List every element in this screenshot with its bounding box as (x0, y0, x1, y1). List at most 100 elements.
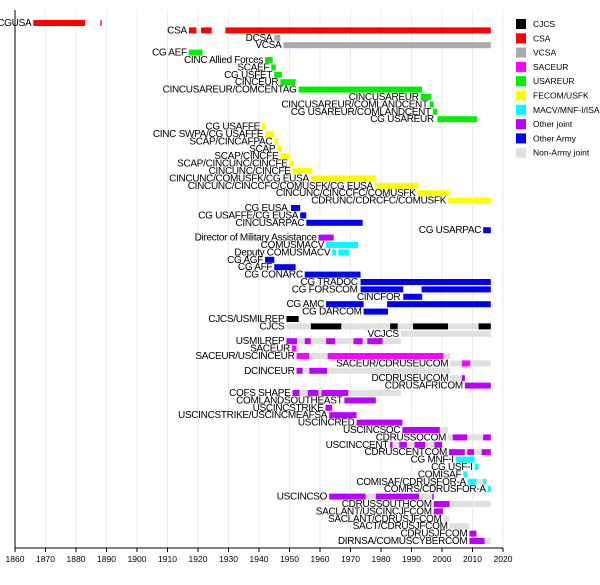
timeline-bar (449, 523, 470, 530)
timeline-bar (292, 168, 312, 174)
row-label: CSA (167, 25, 187, 36)
row-label: CG USAFFE/CG EUSA (198, 210, 299, 221)
row-label: SCAP/CINCFE (214, 151, 279, 162)
row-label: USCINCRED (298, 418, 355, 429)
timeline-bar (403, 293, 423, 300)
timeline-bar (356, 419, 403, 426)
legend-label: MACV/MNF-I/ISAF (533, 105, 600, 115)
timeline-bar (433, 508, 443, 515)
timeline-bar (321, 390, 349, 396)
x-tick-label: 1880 (67, 554, 86, 564)
timeline-bar (265, 131, 275, 137)
row-label: CGUSA (0, 18, 32, 29)
x-axis-ticks: 1860 1870 1880 1890 1900 1910 1920 1930 1940 1950… (6, 548, 513, 564)
timeline-bar (387, 301, 491, 308)
timeline-bar (265, 57, 273, 63)
row-label: COMRS/CDRUSFOR-A (384, 484, 486, 495)
row-label: CG USARPAC (419, 225, 481, 236)
timeline-bar (432, 493, 434, 500)
row-label: COMISAF (418, 469, 462, 480)
timeline-bar (286, 338, 298, 345)
timeline-bar (464, 449, 468, 456)
timeline-bar (450, 360, 462, 367)
timeline-bar (265, 256, 275, 263)
timeline-bar (433, 501, 450, 507)
x-tick-label: 1930 (219, 554, 238, 564)
timeline-bar (455, 456, 475, 463)
timeline-bar (375, 493, 420, 500)
row-label: DCINCEUR (244, 366, 294, 377)
timeline-bar (400, 330, 491, 337)
timeline-bar (417, 190, 450, 197)
row-label: CG FORSCOM (292, 284, 358, 295)
timeline-bar (188, 49, 203, 56)
timeline-bar (360, 286, 404, 293)
timeline-bar (327, 367, 451, 374)
timeline-bar (280, 153, 291, 160)
timeline-bar (382, 338, 401, 345)
timeline-bar (476, 478, 484, 485)
row-label: CDRUSSOCOM (376, 432, 446, 443)
timeline-bar (310, 338, 327, 345)
row-label: SACLANT/USCINCJFCOM (316, 506, 432, 517)
row-label: CG USAREUR (370, 114, 434, 125)
timeline-bar (362, 338, 368, 345)
timeline-bar (325, 404, 333, 411)
timeline-bar (484, 538, 491, 544)
row-label: SCAP/CINCUNC/CINCFE (177, 159, 288, 170)
legend-swatch (516, 147, 526, 158)
legend-label: Other Army (533, 133, 577, 143)
row-label: CG AMC (286, 299, 324, 310)
x-tick-label: 2000 (433, 554, 452, 564)
row-label: DCSA (246, 33, 273, 44)
timeline-bar (307, 390, 319, 396)
row-label: CG CONARC (244, 270, 302, 281)
timeline-bar (225, 27, 491, 34)
timeline-bar (327, 353, 444, 359)
timeline-bar (483, 434, 491, 441)
timeline-bar (374, 182, 419, 189)
row-label: USCINCSO (277, 492, 328, 503)
row-label: USCINCCENT (326, 440, 389, 451)
timeline-bar (483, 478, 487, 485)
timeline-bar (448, 197, 491, 204)
legend-swatch (516, 61, 526, 72)
row-label: CJCS/USMILREP (208, 314, 285, 325)
timeline-bar (201, 27, 212, 34)
row-label: USCINCSTRIKE/USCINCMEAFSA (178, 410, 328, 421)
legend-swatch (516, 133, 526, 144)
row-label: SCAEF (237, 62, 269, 73)
timeline-bar (461, 375, 465, 382)
row-label: SACEUR/USCINCEUR (195, 351, 294, 362)
timeline-bar (363, 308, 389, 315)
x-tick-label: 1970 (341, 554, 360, 564)
timeline-bar (280, 79, 296, 86)
timeline-bar (306, 219, 363, 226)
legend: CJCS CSA VCSA SACEUR USAREUR FECOM/USFK MACV/M… (516, 19, 600, 158)
row-label: CINCUSAREUR/COMLANDCENT (281, 99, 428, 110)
timeline-bar (296, 353, 310, 359)
legend-swatch (516, 19, 526, 29)
row-label: CINCUNC/CINCCFC/COMUSFK (276, 188, 416, 199)
row-label: DIRNSA/COMUSCYBERCOM (338, 536, 468, 547)
timeline-bar (271, 64, 276, 71)
timeline-bar (329, 412, 357, 419)
timeline-bar (425, 441, 435, 448)
row-label: USMILREP (236, 336, 285, 347)
timeline-bar (188, 27, 197, 34)
row-label: CG USAFFE (206, 122, 261, 133)
timeline-bar (310, 323, 342, 330)
row-label: CINCUSARPAC (236, 218, 305, 229)
row-label: CINCUSAREUR (349, 92, 419, 103)
timeline-bar (450, 375, 462, 382)
timeline-bar (463, 471, 468, 478)
row-label: COMISAF/CDRUSFOR-A (356, 477, 466, 488)
timeline-bar (478, 323, 491, 330)
timeline-bar (406, 441, 415, 448)
timeline-bar (429, 101, 434, 108)
row-label: VCJCS (368, 329, 400, 340)
x-tick-label: 1940 (250, 554, 269, 564)
timeline-bar (309, 353, 328, 359)
timeline-bar (467, 478, 477, 485)
timeline-bar (487, 486, 491, 493)
